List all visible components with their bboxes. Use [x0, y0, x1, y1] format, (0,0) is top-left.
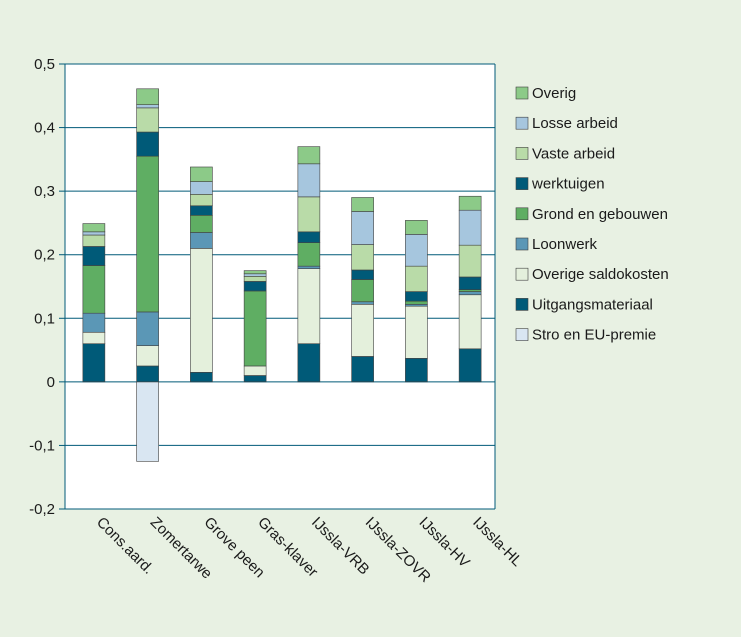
- bar-segment: [136, 345, 159, 367]
- y-tick-label: 0,3: [34, 183, 55, 200]
- bar-segment: [405, 358, 428, 383]
- legend-swatch: [515, 328, 529, 341]
- bar-segment: [458, 294, 482, 350]
- bar-segment: [297, 268, 321, 345]
- bar-segment: [405, 234, 428, 267]
- bar-segment: [190, 194, 213, 207]
- bar-segment: [136, 155, 159, 313]
- legend-swatch: [515, 177, 529, 190]
- bar-segment: [351, 244, 374, 271]
- y-tick-label: -0,1: [29, 437, 55, 454]
- legend-label: Stro en EU-premie: [532, 327, 656, 344]
- bar-segment: [351, 301, 374, 305]
- bar-segment: [82, 265, 106, 314]
- bar-segment: [405, 305, 428, 359]
- bar-segment: [458, 209, 482, 246]
- bar-segment: [297, 242, 321, 267]
- bar-segment: [351, 303, 374, 357]
- legend-label: Losse arbeid: [532, 115, 618, 132]
- bar-segment: [243, 290, 267, 367]
- bar-segment: [297, 231, 321, 243]
- y-tick-label: 0,5: [34, 56, 55, 73]
- bar-segment: [405, 291, 428, 302]
- bar-segment: [136, 88, 159, 105]
- bar-segment: [82, 223, 106, 233]
- bar-segment: [243, 270, 267, 275]
- bar-segment: [351, 279, 374, 303]
- bar-segment: [136, 131, 159, 157]
- legend-swatch: [515, 298, 529, 311]
- legend-label: Overig: [532, 85, 576, 102]
- legend-label: Grond en gebouwen: [532, 206, 668, 223]
- bar-segment: [243, 375, 267, 383]
- legend-label: Loonwerk: [532, 236, 598, 253]
- y-axis-ticks: 0,5 0,4 0,3 0,2 0,1 0 -0,1 -0,2: [29, 56, 55, 518]
- bar-segment: [190, 166, 213, 182]
- bar-segment: [190, 205, 213, 216]
- y-tick-label: 0,4: [34, 120, 55, 137]
- y-tick-label: 0,2: [34, 247, 55, 264]
- bar-segment: [243, 365, 267, 376]
- bar-segment: [136, 311, 159, 346]
- bar-segment: [458, 276, 482, 290]
- bar-segment: [297, 163, 321, 198]
- legend-swatch: [515, 237, 529, 251]
- x-category-label: IJssla-HL: [469, 514, 525, 570]
- bar-segment: [82, 246, 106, 266]
- bar-segment: [136, 104, 159, 109]
- legend-swatch: [515, 267, 529, 281]
- bar-segment: [351, 356, 374, 383]
- plot-area: [65, 64, 495, 509]
- bar-segment: [405, 220, 428, 235]
- bar-segment: [351, 269, 374, 280]
- bar-segment: [458, 195, 482, 211]
- legend-swatch: [515, 86, 529, 100]
- bar-segment: [243, 276, 267, 282]
- bar-segment: [136, 107, 159, 133]
- bar-segment: [243, 281, 267, 292]
- bar-segment: [351, 211, 374, 245]
- bar-segment: [405, 300, 428, 305]
- bar-segment: [82, 331, 106, 345]
- bar-segment: [136, 365, 159, 383]
- x-category-label: IJssla-HV: [416, 514, 473, 571]
- legend-swatch: [515, 207, 529, 221]
- bar-segment: [458, 244, 482, 278]
- legend-label: Vaste arbeid: [532, 145, 615, 162]
- bar-segment: [82, 343, 106, 383]
- y-tick-label: -0,2: [29, 501, 55, 518]
- bar-segment: [136, 381, 159, 462]
- bar-segment: [297, 343, 321, 383]
- legend-swatch: [515, 116, 529, 130]
- bar-segment: [190, 181, 213, 195]
- bar-segment: [82, 312, 106, 333]
- bar-segment: [297, 265, 321, 269]
- bar-segment: [243, 273, 267, 277]
- legend-swatch: [515, 147, 529, 160]
- bar-segment: [297, 196, 321, 233]
- legend-label: Overige saldokosten: [532, 266, 669, 283]
- bar-segment: [458, 348, 482, 383]
- legend-label: werktuigen: [531, 176, 605, 193]
- bars: [82, 88, 482, 462]
- legend: Overig Losse arbeid Vaste arbeid werktuigen…: [515, 85, 669, 344]
- bar-segment: [297, 146, 321, 165]
- bar-segment: [190, 372, 213, 383]
- bar-segment: [190, 215, 213, 233]
- y-tick-label: 0,1: [34, 310, 55, 327]
- bar-segment: [190, 232, 213, 249]
- y-tick-label: 0: [47, 374, 55, 391]
- bar-segment: [82, 231, 106, 236]
- bar-segment: [351, 197, 374, 212]
- bar-segment: [82, 234, 106, 247]
- bar-segment: [458, 291, 482, 296]
- bar-segment: [405, 265, 428, 292]
- x-category-label: Cons.aard.: [93, 514, 157, 578]
- bar-segment: [190, 248, 213, 373]
- legend-label: Uitgangsmateriaal: [532, 296, 653, 313]
